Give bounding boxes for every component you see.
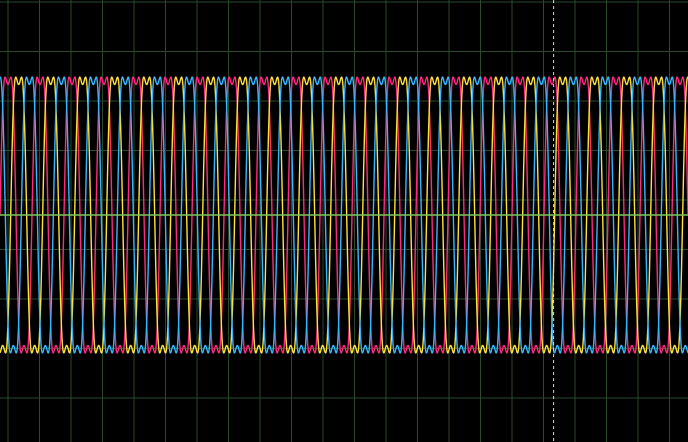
series-trace-3 <box>0 76 688 354</box>
traces <box>0 76 688 354</box>
